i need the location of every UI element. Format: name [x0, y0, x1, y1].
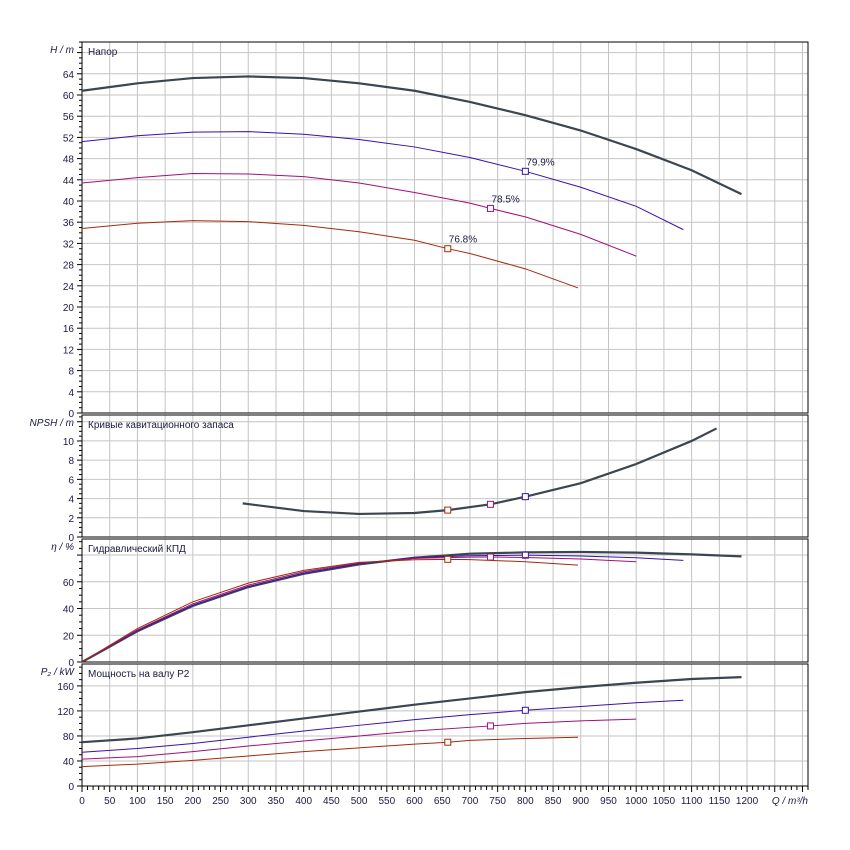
operating-point-marker: [444, 555, 452, 563]
x-tick-label: 1100: [681, 796, 703, 807]
x-tick-label: 850: [545, 796, 562, 807]
y-tick-label: 160: [57, 682, 74, 693]
panel-title: Напор: [88, 47, 118, 58]
x-tick-label: 150: [157, 796, 174, 807]
operating-point-marker: [521, 706, 529, 714]
y-tick-label: 12: [63, 345, 75, 356]
y-tick-label: 60: [63, 91, 75, 102]
series-line-2: [81, 172, 637, 257]
panel-frame: [81, 538, 809, 663]
x-tick-label: 1150: [709, 796, 731, 807]
series-line-0: [81, 75, 742, 196]
operating-point-marker: [521, 167, 529, 175]
y-tick-label: 0: [68, 782, 74, 793]
y-axis-label: η / %: [51, 542, 74, 553]
y-tick-label: 2: [68, 514, 74, 525]
x-tick-label: 1200: [736, 796, 759, 807]
y-axis-label: NPSH / m: [30, 418, 74, 429]
x-axis-label: Q / m³/h: [772, 796, 809, 807]
x-tick-label: 800: [517, 796, 534, 807]
x-tick-label: 500: [351, 796, 368, 807]
x-tick-label: 250: [212, 796, 229, 807]
panel-title: Мощность на валу P2: [88, 669, 190, 680]
y-tick-label: 44: [63, 176, 75, 187]
series-line-2: [81, 718, 637, 760]
y-tick-label: 36: [63, 218, 75, 229]
operating-point-marker: [444, 245, 452, 253]
y-tick-label: 56: [63, 112, 75, 123]
series-line-0: [81, 676, 742, 744]
y-tick-label: 8: [68, 456, 74, 467]
x-tick-label: 50: [104, 796, 116, 807]
y-tick-label: 16: [63, 324, 75, 335]
operating-point-marker: [521, 493, 529, 501]
series-line-3: [81, 736, 579, 768]
y-tick-label: 4: [68, 495, 74, 506]
operating-point-marker: [486, 204, 494, 212]
x-tick-label: 400: [295, 796, 312, 807]
y-tick-label: 40: [63, 757, 75, 768]
y-tick-label: 48: [63, 155, 75, 166]
x-tick-label: 750: [489, 796, 506, 807]
y-tick-label: 24: [63, 282, 75, 293]
y-tick-label: 60: [63, 578, 75, 589]
y-tick-label: 0: [68, 658, 74, 669]
panel-title: Кривые кавитационного запаса: [88, 420, 234, 431]
y-tick-label: 80: [63, 732, 75, 743]
x-tick-label: 300: [240, 796, 257, 807]
x-tick-label: 900: [572, 796, 589, 807]
y-tick-label: 0: [68, 533, 74, 544]
x-tick-label: 700: [462, 796, 479, 807]
panel-title: Гидравлический КПД: [88, 544, 186, 555]
y-tick-label: 52: [63, 133, 75, 144]
operating-point-marker: [444, 738, 452, 746]
series-line-0: [81, 550, 742, 663]
operating-point-marker: [521, 551, 529, 559]
panel-2: 0 20 40 60 η / % Гидравлический КПД: [51, 538, 809, 669]
series-line-1: [81, 699, 684, 753]
x-tick-label: 0: [79, 796, 85, 807]
y-tick-label: 10: [63, 437, 75, 448]
efficiency-label: 76.8%: [449, 235, 477, 246]
x-tick-label: 550: [378, 796, 395, 807]
y-tick-label: 28: [63, 261, 75, 272]
operating-point-marker: [444, 506, 452, 514]
operating-point-marker: [486, 722, 494, 730]
x-tick-label: 100: [129, 796, 146, 807]
y-tick-label: 120: [57, 707, 74, 718]
operating-point-marker: [486, 553, 494, 561]
y-tick-label: 32: [63, 239, 75, 250]
series-line-1: [81, 131, 684, 231]
panel-frame: [81, 414, 809, 538]
x-tick-label: 200: [184, 796, 201, 807]
x-tick-label: 650: [434, 796, 451, 807]
y-tick-label: 40: [63, 197, 75, 208]
y-tick-label: 40: [63, 605, 75, 616]
x-tick-label: 450: [323, 796, 340, 807]
efficiency-label: 78.5%: [491, 194, 519, 205]
x-tick-label: 600: [406, 796, 423, 807]
y-tick-label: 8: [68, 367, 74, 378]
x-tick-label: 1000: [625, 796, 648, 807]
series-line-3: [81, 558, 579, 663]
series-line-3: [81, 220, 579, 289]
efficiency-label: 79.9%: [526, 157, 554, 168]
y-tick-label: 64: [63, 70, 75, 81]
panel-3: 0 40 80 120 160 P₂ / kW Мощность на валу P2: [41, 663, 809, 793]
y-tick-label: 20: [63, 631, 75, 642]
y-tick-label: 0: [68, 409, 74, 420]
x-tick-label: 1050: [653, 796, 676, 807]
y-tick-label: 4: [68, 388, 74, 399]
panel-1: 0 2 4 6 8 10 NPSH / m Кривые кавитационного зап…: [30, 414, 809, 544]
operating-point-marker: [486, 500, 494, 508]
x-tick-label: 350: [268, 796, 285, 807]
y-axis-label: P₂ / kW: [41, 667, 76, 678]
y-tick-label: 6: [68, 475, 74, 486]
panel-frame: [81, 663, 809, 787]
y-tick-label: 20: [63, 303, 75, 314]
y-axis-label: H / m: [50, 45, 74, 56]
x-tick-label: 950: [600, 796, 617, 807]
